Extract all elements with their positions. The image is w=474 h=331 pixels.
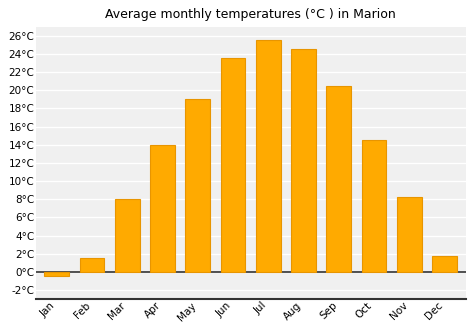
Bar bbox=[256, 40, 281, 272]
Bar bbox=[397, 197, 421, 272]
Bar bbox=[150, 145, 175, 272]
Bar bbox=[291, 49, 316, 272]
Bar bbox=[115, 199, 139, 272]
Bar bbox=[221, 59, 246, 272]
Bar bbox=[432, 256, 457, 272]
Bar bbox=[45, 272, 69, 276]
Title: Average monthly temperatures (°C ) in Marion: Average monthly temperatures (°C ) in Ma… bbox=[105, 8, 396, 21]
Bar bbox=[185, 99, 210, 272]
Bar bbox=[327, 86, 351, 272]
Bar bbox=[80, 258, 104, 272]
Bar bbox=[362, 140, 386, 272]
